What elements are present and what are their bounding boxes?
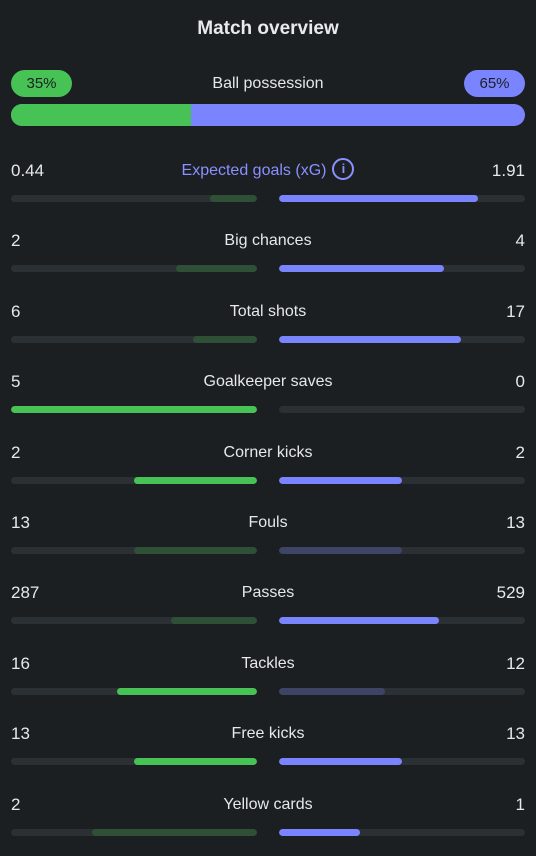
stat-row: 5 Goalkeeper saves 0 — [11, 371, 525, 421]
stat-label-text: Big chances — [224, 232, 312, 250]
stat-home-bar — [11, 617, 257, 625]
stat-away-value: 17 — [506, 301, 525, 321]
stat-home-bar-fill — [170, 617, 257, 625]
stat-away-bar-fill — [279, 195, 479, 202]
stat-away-bar-fill — [279, 547, 402, 554]
stat-label: Big chances — [11, 230, 525, 252]
stat-away-value: 1.91 — [491, 161, 525, 180]
stat-label-text: Passes — [241, 584, 295, 602]
stat-label-text: Tackles — [241, 654, 295, 672]
stat-label: Free kicks — [11, 723, 525, 745]
stat-away-value: 2 — [515, 442, 525, 462]
stat-away-value: 12 — [506, 653, 525, 673]
stat-away-bar — [279, 547, 525, 554]
stat-away-bar-fill — [279, 476, 402, 484]
stat-label-text: Fouls — [248, 514, 288, 531]
possession-bar — [11, 104, 525, 126]
stat-away-bar-fill — [279, 828, 361, 836]
stat-row: 2 Corner kicks 2 — [11, 442, 525, 492]
stat-home-bar — [11, 335, 257, 343]
stat-away-bar — [279, 195, 525, 202]
possession-label: Ball possession — [212, 75, 324, 92]
stat-away-value: 529 — [496, 583, 525, 603]
stat-away-bar — [279, 828, 525, 836]
stat-away-bar — [279, 406, 525, 414]
stat-away-bar — [279, 687, 525, 695]
stat-home-value: 16 — [11, 653, 30, 673]
stat-home-bar — [11, 265, 257, 273]
stat-away-value: 4 — [515, 231, 525, 251]
page-title: Match overview — [197, 18, 339, 39]
stat-label-text: Corner kicks — [223, 443, 313, 461]
stat-row: 13 Free kicks 13 — [11, 723, 525, 773]
stat-home-bar — [11, 828, 257, 836]
stat-away-value: 1 — [515, 794, 525, 814]
stat-row: 0.44 Expected goals (xG) i 1.91 — [11, 158, 525, 210]
stat-away-bar — [279, 476, 525, 484]
stat-away-bar-fill — [279, 617, 439, 625]
stat-home-bar-fill — [134, 547, 257, 554]
stat-home-bar-fill — [210, 195, 257, 202]
stat-away-bar-fill — [279, 335, 462, 343]
stat-row: 6 Total shots 17 — [11, 301, 525, 351]
stat-away-value: 13 — [506, 513, 525, 532]
stat-away-bar — [279, 758, 525, 766]
stat-away-bar-fill — [279, 758, 402, 766]
stat-home-value: 2 — [11, 231, 21, 251]
stat-home-bar — [11, 758, 257, 766]
stat-home-value: 287 — [11, 583, 40, 603]
stat-away-value: 0 — [515, 372, 525, 392]
stat-home-bar — [11, 687, 257, 695]
possession-bar-home-fill — [11, 104, 191, 126]
stat-home-bar — [11, 406, 257, 414]
stat-away-bar — [279, 335, 525, 343]
stat-row: 16 Tackles 12 — [11, 653, 525, 703]
stat-home-bar-fill — [92, 828, 257, 836]
stat-label-text: Expected goals (xG) — [181, 162, 327, 180]
stat-home-bar-fill — [175, 265, 257, 273]
stat-home-bar — [11, 547, 257, 554]
stat-label-text: Yellow cards — [223, 795, 313, 813]
stat-away-value: 13 — [506, 724, 525, 744]
stat-home-bar — [11, 476, 257, 484]
stat-home-value: 2 — [11, 442, 21, 462]
stat-away-bar — [279, 617, 525, 625]
stat-label-text: Free kicks — [231, 725, 305, 743]
stat-home-bar-fill — [193, 335, 257, 343]
stat-home-value: 13 — [11, 724, 30, 744]
stat-row: 2 Yellow cards 1 — [11, 794, 525, 844]
info-icon[interactable]: i — [332, 158, 355, 180]
stat-away-bar-fill — [279, 687, 385, 695]
stat-away-bar — [279, 265, 525, 273]
stat-label: Goalkeeper saves — [11, 371, 525, 393]
stat-label: Tackles — [11, 653, 525, 675]
stat-home-bar-fill — [11, 406, 257, 414]
stat-label: Fouls — [11, 512, 525, 534]
stat-away-bar-fill — [279, 265, 444, 273]
stat-row: 2 Big chances 4 — [11, 230, 525, 280]
stat-home-bar-fill — [134, 476, 257, 484]
stat-label-text: Goalkeeper saves — [203, 373, 333, 391]
stat-home-value: 0.44 — [11, 161, 45, 180]
away-possession-badge: 65% — [464, 70, 525, 97]
possession-header: 35% Ball possession 65% — [11, 70, 525, 97]
stat-home-value: 2 — [11, 794, 21, 814]
stat-label: Passes — [11, 582, 525, 604]
stat-label: Total shots — [11, 301, 525, 323]
stat-row: 287 Passes 529 — [11, 582, 525, 632]
stat-row: 13 Fouls 13 — [11, 512, 525, 562]
stat-home-bar-fill — [134, 758, 257, 766]
stat-label: Corner kicks — [11, 442, 525, 464]
stat-label-text: Total shots — [229, 302, 307, 320]
stat-home-value: 13 — [11, 513, 30, 532]
stat-home-bar — [11, 195, 257, 202]
stat-home-value: 5 — [11, 372, 21, 392]
home-possession-badge: 35% — [11, 70, 72, 97]
stat-label[interactable]: Expected goals (xG) i — [11, 158, 525, 182]
stat-home-bar-fill — [116, 687, 257, 695]
stat-home-value: 6 — [11, 301, 21, 321]
stat-label: Yellow cards — [11, 794, 525, 816]
